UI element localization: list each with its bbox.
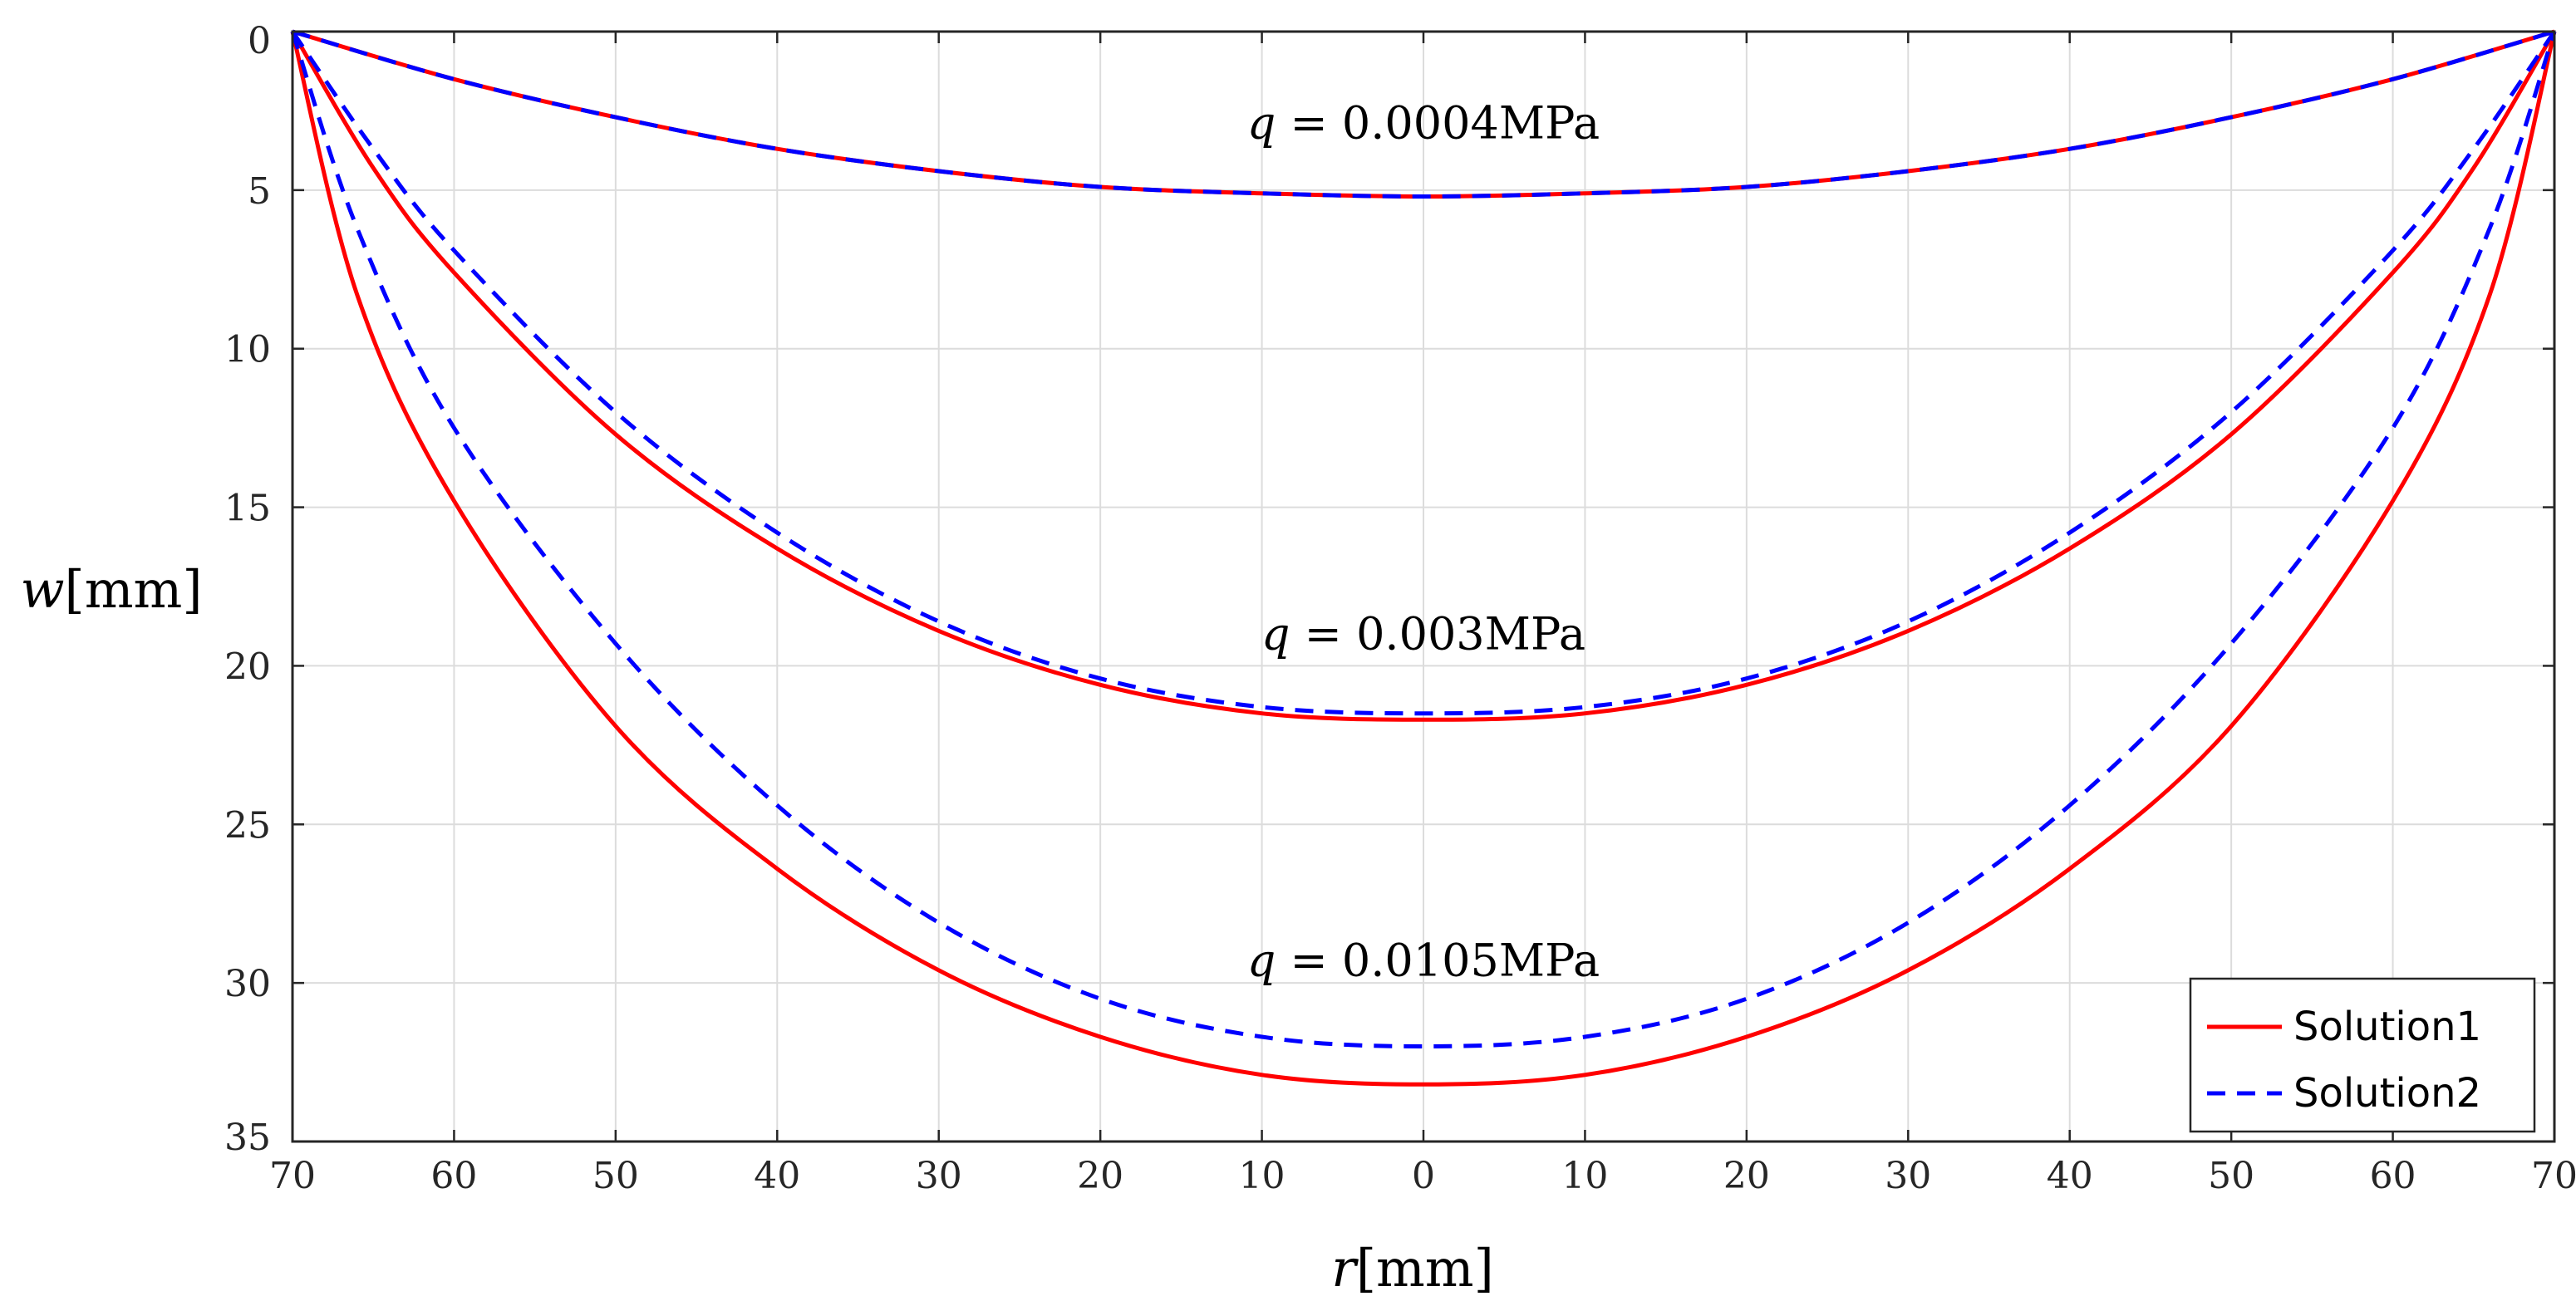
- x-tick-label: 20: [1077, 1155, 1123, 1197]
- series-line-solution2-1: [292, 29, 2555, 199]
- x-tick-label: 40: [754, 1155, 800, 1197]
- load-variable: q: [1247, 934, 1276, 986]
- y-tick-label: 25: [224, 804, 271, 847]
- x-tick-label: 40: [2047, 1155, 2093, 1197]
- x-tick-label: 30: [1885, 1155, 1931, 1197]
- x-tick-label: 10: [1561, 1155, 1608, 1197]
- x-axis-ticks: 70 60 50 40 30 20 10 0 10 20 30 40 50 60 70: [269, 32, 2576, 1197]
- y-tick-label: 15: [224, 488, 271, 530]
- y-tick-label: 20: [224, 646, 271, 688]
- series-line-solution2-5: [290, 31, 2557, 1048]
- load-variable: q: [1261, 607, 1290, 660]
- y-axis-unit: [mm]: [65, 559, 203, 620]
- legend-label-solution1: Solution1: [2293, 1004, 2481, 1050]
- x-axis-label: r[mm]: [1331, 1238, 1494, 1299]
- load-annotation-0: q = 0.0004MPa: [1247, 97, 1600, 150]
- y-axis-variable: w: [20, 559, 64, 620]
- load-value: = 0.0004MPa: [1276, 97, 1600, 150]
- x-tick-label: 50: [2208, 1155, 2254, 1197]
- x-tick-label: 70: [269, 1155, 316, 1197]
- load-variable: q: [1247, 97, 1276, 150]
- x-tick-label: 10: [1239, 1155, 1286, 1197]
- x-tick-label: 60: [430, 1155, 477, 1197]
- legend-box: [2189, 977, 2536, 1133]
- load-annotation-2: q = 0.0105MPa: [1247, 934, 1600, 986]
- y-tick-label: 35: [224, 1117, 271, 1159]
- x-tick-label: 30: [916, 1155, 962, 1197]
- x-tick-label: 0: [1412, 1155, 1435, 1197]
- y-tick-label: 10: [224, 329, 271, 371]
- x-axis-unit: [mm]: [1356, 1238, 1494, 1299]
- load-annotation-1: q = 0.003MPa: [1261, 607, 1585, 660]
- x-tick-label: 60: [2370, 1155, 2416, 1197]
- legend: Solution1 Solution2: [2189, 977, 2536, 1133]
- load-value: = 0.0105MPa: [1276, 934, 1600, 986]
- x-tick-label: 70: [2531, 1155, 2576, 1197]
- y-axis-label: w[mm]: [20, 559, 202, 620]
- series-line-solution2-3: [290, 30, 2557, 716]
- series-layer: [290, 29, 2557, 1087]
- x-axis-variable: r: [1331, 1238, 1359, 1299]
- y-axis-ticks: 0 5 10 15 20 25 30 35: [224, 20, 2554, 1159]
- series-line-solution1-4: [290, 31, 2557, 1087]
- x-tick-label: 20: [1723, 1155, 1770, 1197]
- y-tick-label: 0: [248, 20, 271, 62]
- legend-label-solution2: Solution2: [2293, 1070, 2481, 1117]
- y-tick-label: 5: [248, 170, 271, 213]
- y-tick-label: 30: [224, 963, 271, 1005]
- load-value: = 0.003MPa: [1290, 607, 1586, 660]
- series-line-solution1-2: [290, 30, 2557, 722]
- x-tick-label: 50: [592, 1155, 639, 1197]
